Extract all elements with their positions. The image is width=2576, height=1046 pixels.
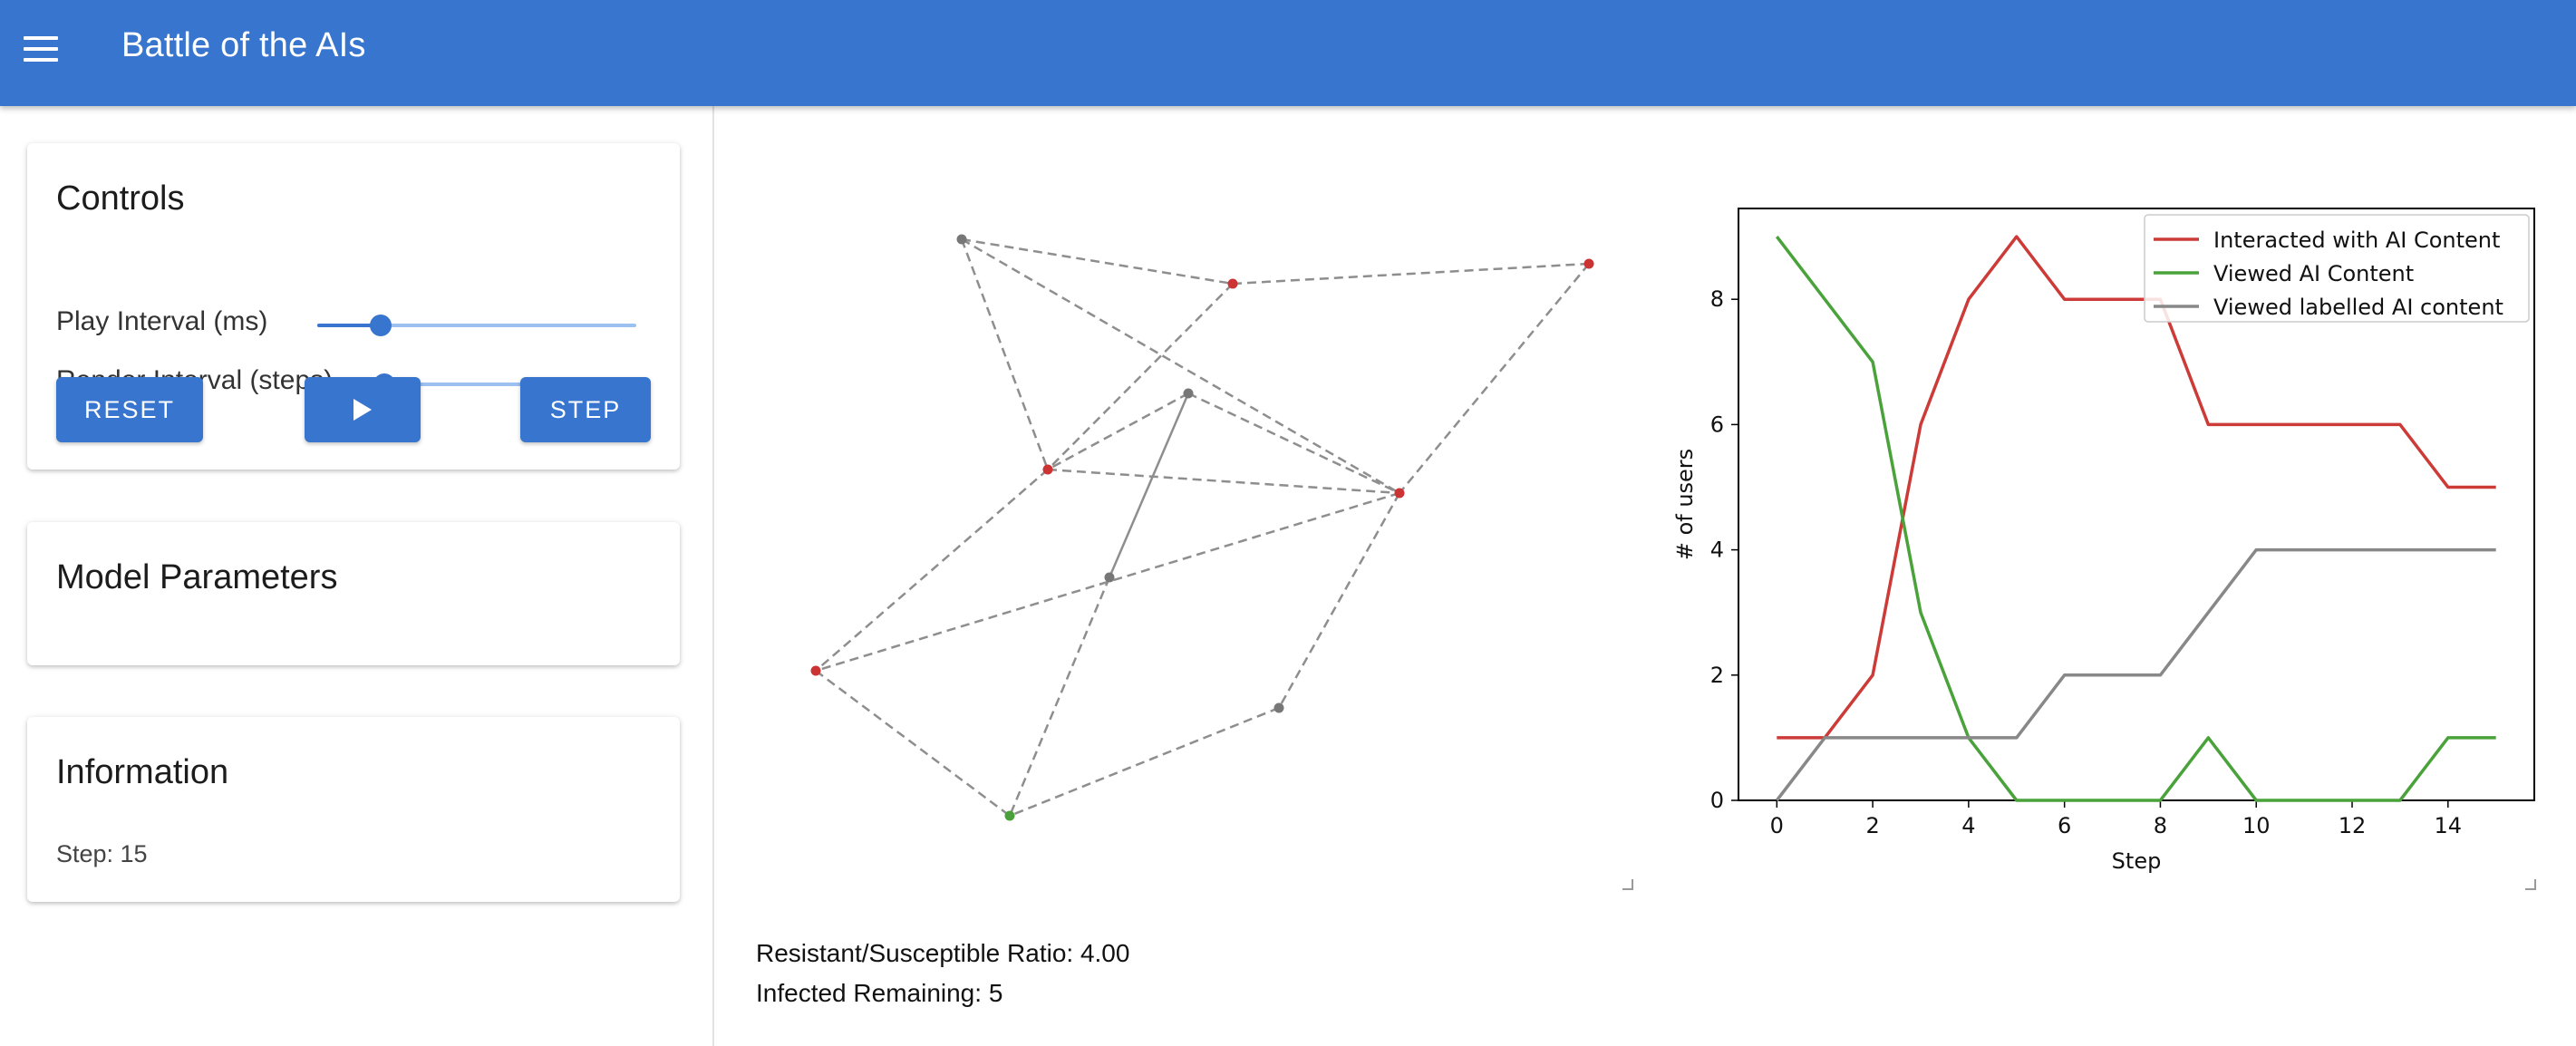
network-edge: [1187, 392, 1400, 495]
network-edge: [1277, 492, 1401, 709]
legend-label: Viewed AI Content: [2213, 261, 2414, 286]
network-node-grey: [1183, 388, 1194, 399]
legend-label: Interacted with AI Content: [2213, 228, 2500, 253]
play-button[interactable]: [305, 377, 421, 442]
network-edge: [1047, 392, 1189, 471]
y-tick-label: 0: [1710, 788, 1724, 813]
series-line-1: [1777, 235, 2496, 740]
ratio-text: Resistant/Susceptible Ratio: 4.00: [756, 939, 1130, 967]
network-edge: [815, 669, 1011, 818]
network-node-red: [810, 665, 821, 676]
information-title: Information: [56, 753, 229, 791]
model-parameters-title: Model Parameters: [56, 558, 338, 596]
play-icon: [353, 399, 372, 421]
series-line-3: [1775, 547, 2496, 802]
network-node-red: [1227, 278, 1238, 289]
controls-title: Controls: [56, 179, 185, 218]
x-tick-label: 8: [2154, 813, 2167, 838]
network-node-grey: [956, 234, 967, 245]
network-edge: [815, 469, 1049, 672]
network-graph: [810, 234, 1594, 821]
x-tick-label: 2: [1865, 813, 1879, 838]
network-edge: [960, 238, 1050, 470]
play-interval-slider[interactable]: [317, 315, 636, 336]
network-node-red: [1394, 488, 1405, 499]
play-interval-slider-fill: [317, 324, 382, 327]
network-node-red: [1583, 258, 1594, 269]
x-tick-label: 10: [2242, 813, 2271, 838]
network-node-green: [1004, 810, 1015, 821]
y-tick-label: 6: [1710, 412, 1724, 437]
step-counter: Step: 15: [56, 840, 148, 867]
reset-button[interactable]: RESET: [56, 377, 203, 442]
x-tick-label: 4: [1961, 813, 1975, 838]
network-edge: [1008, 576, 1111, 817]
network-edge: [1009, 706, 1280, 818]
network-edge: [1047, 468, 1400, 495]
network-edge: [1232, 262, 1590, 286]
information-card: Information Step: 15: [27, 717, 680, 902]
play-interval-label: Play Interval (ms): [56, 306, 268, 336]
y-axis-label: # of users: [1672, 449, 1698, 560]
x-tick-label: 12: [2339, 813, 2367, 838]
line-chart: 0 2 4 6 8 10 12 14 0 2 4 6 8 Step # of users Interacted…: [1672, 208, 2535, 874]
network-node-grey: [1104, 572, 1115, 583]
network-resize-handle[interactable]: [1622, 879, 1633, 890]
y-tick-label: 2: [1710, 663, 1724, 688]
network-edge: [961, 237, 1400, 495]
legend-label: Viewed labelled AI content: [2213, 295, 2503, 320]
y-tick-label: 4: [1710, 538, 1724, 563]
app-bar: Battle of the AIs: [0, 0, 2576, 106]
y-tick-label: 8: [1710, 286, 1724, 312]
x-tick-label: 0: [1770, 813, 1784, 838]
x-axis-label: Step: [2112, 848, 2162, 874]
infected-text: Infected Remaining: 5: [756, 979, 1003, 1007]
legend-box: [2144, 214, 2530, 323]
controls-card: Controls Play Interval (ms) Render Inter…: [27, 143, 680, 470]
network-node-red: [1042, 464, 1053, 475]
chart-resize-handle[interactable]: [2525, 879, 2536, 890]
network-edge: [1399, 263, 1590, 494]
menu-icon[interactable]: [24, 36, 62, 69]
model-parameters-card: Model Parameters: [27, 522, 680, 665]
app-title: Battle of the AIs: [121, 26, 366, 64]
series-line-2: [1775, 236, 2496, 802]
step-button[interactable]: STEP: [520, 377, 651, 442]
network-edge: [1047, 283, 1234, 470]
play-interval-slider-thumb[interactable]: [370, 315, 392, 336]
sidebar: Controls Play Interval (ms) Render Inter…: [0, 106, 714, 1046]
x-tick-label: 14: [2435, 813, 2463, 838]
network-node-grey: [1273, 702, 1284, 713]
x-tick-label: 6: [2058, 813, 2071, 838]
network-edge: [1108, 392, 1190, 578]
network-edge: [961, 237, 1234, 286]
